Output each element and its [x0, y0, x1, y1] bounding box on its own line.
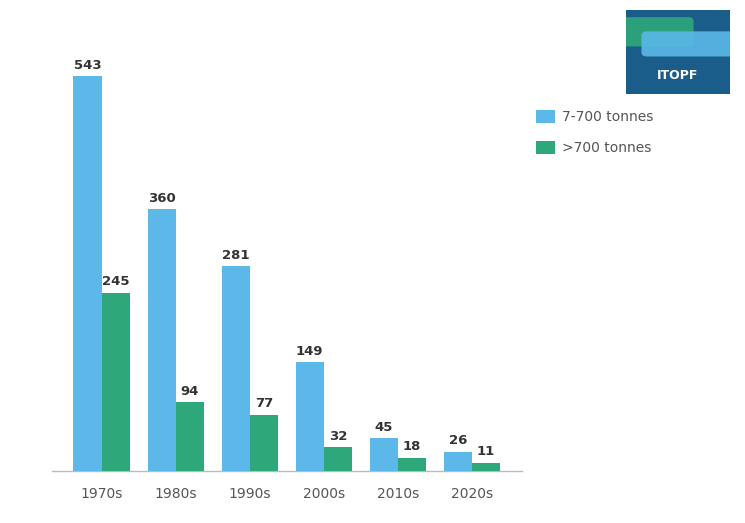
Bar [444, 452, 472, 471]
Text: 360: 360 [148, 191, 176, 204]
Bar [370, 438, 398, 471]
Text: 149: 149 [296, 345, 323, 358]
Text: 11: 11 [477, 446, 495, 458]
Text: 77: 77 [255, 397, 273, 411]
Bar [176, 402, 204, 471]
Text: 26: 26 [448, 435, 467, 448]
Text: 94: 94 [180, 385, 199, 398]
FancyBboxPatch shape [621, 17, 694, 47]
Bar [472, 463, 500, 471]
Bar [398, 458, 426, 471]
Bar [74, 76, 101, 471]
Text: 543: 543 [74, 59, 101, 72]
Text: 45: 45 [375, 420, 393, 434]
Bar [324, 448, 352, 471]
FancyBboxPatch shape [626, 10, 730, 94]
Bar [148, 209, 176, 471]
Bar [296, 362, 324, 471]
Text: 7-700 tonnes: 7-700 tonnes [562, 110, 654, 123]
Bar [222, 266, 250, 471]
Text: 245: 245 [102, 275, 130, 288]
Text: ITOPF: ITOPF [657, 69, 699, 82]
Text: >700 tonnes: >700 tonnes [562, 141, 652, 155]
Bar [250, 415, 278, 471]
FancyBboxPatch shape [626, 10, 730, 48]
Text: 32: 32 [329, 430, 347, 443]
FancyBboxPatch shape [641, 31, 735, 56]
Text: 281: 281 [222, 249, 250, 262]
Text: 18: 18 [403, 440, 421, 453]
Bar [101, 292, 130, 471]
